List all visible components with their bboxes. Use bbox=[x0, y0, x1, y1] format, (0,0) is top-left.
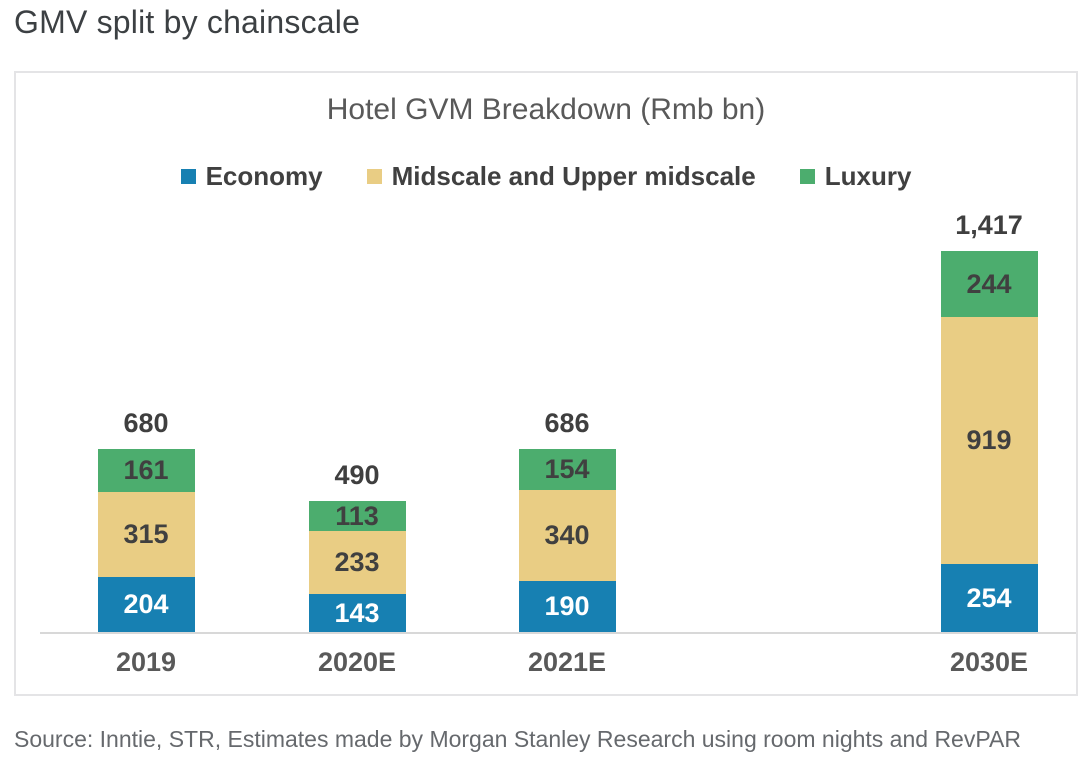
bar-segment-luxury: 161 bbox=[97, 449, 195, 492]
segment-value-label: 190 bbox=[544, 591, 590, 621]
bar-segment-midscale-and-upper-midscale: 233 bbox=[308, 531, 406, 594]
page-title: GMV split by chainscale bbox=[14, 4, 361, 40]
segment-value-label: 244 bbox=[966, 268, 1012, 299]
legend-label: Economy bbox=[205, 161, 323, 191]
segment-value-label: 161 bbox=[123, 455, 169, 485]
legend-item-midscale-and-upper-midscale: Midscale and Upper midscale bbox=[366, 161, 756, 192]
bar-segment-midscale-and-upper-midscale: 315 bbox=[97, 492, 195, 577]
legend-swatch-luxury bbox=[799, 169, 815, 184]
bar-segment-midscale-and-upper-midscale: 919 bbox=[940, 317, 1038, 564]
segment-value-label: 254 bbox=[966, 582, 1012, 613]
bar-total-label: 686 bbox=[544, 408, 590, 438]
x-axis-label: 2030E bbox=[949, 647, 1029, 677]
legend-item-luxury: Luxury bbox=[799, 161, 912, 192]
segment-value-label: 113 bbox=[335, 500, 379, 531]
bar-segment-luxury: 154 bbox=[518, 449, 616, 490]
chart-title: Hotel GVM Breakdown (Rmb bn) bbox=[326, 93, 766, 126]
x-axis-line bbox=[40, 632, 1076, 634]
chart-panel: Hotel GVM Breakdown (Rmb bn) Economy Mids… bbox=[14, 71, 1078, 696]
segment-value-label: 315 bbox=[123, 519, 169, 549]
bar-segment-economy: 204 bbox=[97, 577, 195, 632]
legend-swatch-economy bbox=[180, 169, 196, 184]
bar-segment-economy: 190 bbox=[518, 581, 616, 632]
bar-total-label: 490 bbox=[334, 460, 380, 490]
bar-segment-economy: 143 bbox=[308, 594, 406, 632]
segment-value-label: 919 bbox=[966, 425, 1012, 455]
bar-total-label: 680 bbox=[123, 408, 169, 438]
bar-segment-economy: 254 bbox=[940, 564, 1038, 632]
segment-value-label: 154 bbox=[544, 454, 590, 484]
segment-value-label: 204 bbox=[123, 589, 169, 619]
legend-label: Midscale and Upper midscale bbox=[391, 161, 756, 191]
chart-legend: Economy Midscale and Upper midscale Luxury bbox=[16, 161, 1076, 192]
x-axis-label: 2019 bbox=[115, 647, 177, 677]
bar-segment-luxury: 113 bbox=[308, 500, 406, 531]
bar-segment-luxury: 244 bbox=[940, 251, 1038, 317]
x-axis-labels: 2019 2020E 2021E 2030E bbox=[16, 647, 1076, 681]
source-note: Source: Inntie, STR, Estimates made by M… bbox=[14, 726, 1021, 752]
bar-total-label: 1,417 bbox=[955, 210, 1023, 240]
segment-value-label: 233 bbox=[334, 547, 380, 577]
legend-item-economy: Economy bbox=[180, 161, 323, 192]
legend-swatch-midscale-and-upper-midscale bbox=[366, 169, 382, 184]
legend-label: Luxury bbox=[824, 161, 912, 191]
segment-value-label: 143 bbox=[334, 597, 380, 628]
x-axis-label: 2021E bbox=[527, 647, 607, 677]
plot-area: 204 315 161 680 143 233 113 490 190 340 154 686 254 9… bbox=[16, 203, 1076, 634]
segment-value-label: 340 bbox=[544, 520, 590, 550]
bar-segment-midscale-and-upper-midscale: 340 bbox=[518, 490, 616, 581]
x-axis-label: 2020E bbox=[317, 647, 397, 677]
